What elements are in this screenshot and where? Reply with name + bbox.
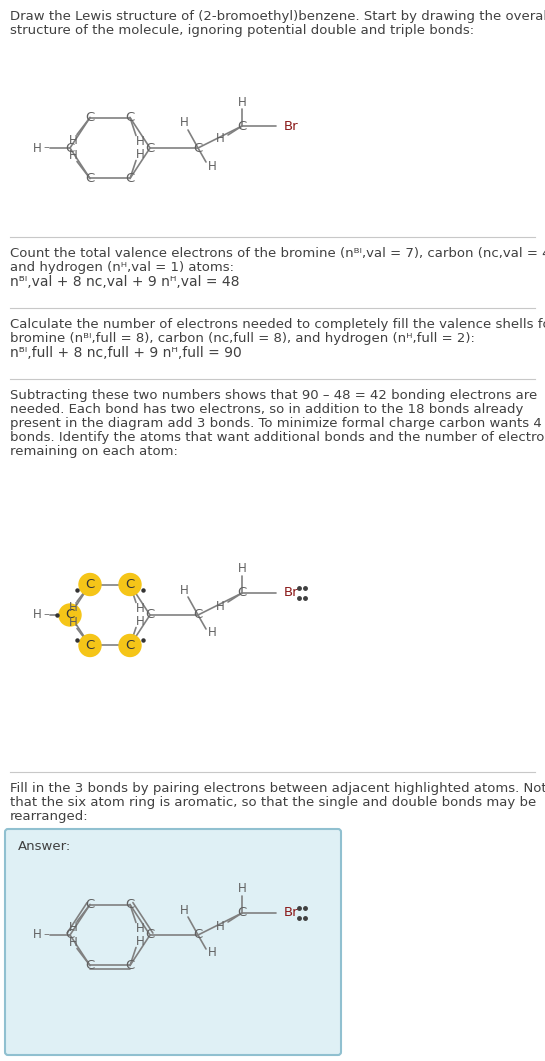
Text: H: H xyxy=(136,602,144,615)
Text: C: C xyxy=(193,928,203,941)
Text: C: C xyxy=(65,141,75,155)
Text: C: C xyxy=(86,639,95,651)
Text: H: H xyxy=(69,936,77,949)
Circle shape xyxy=(79,574,101,595)
Circle shape xyxy=(59,604,81,626)
Text: –: – xyxy=(43,609,49,622)
Text: H: H xyxy=(33,609,41,622)
Text: –: – xyxy=(43,928,49,941)
Text: C: C xyxy=(125,959,135,972)
Text: nᴮᴵ,full + 8 nᴄ,full + 9 nᴴ,full = 90: nᴮᴵ,full + 8 nᴄ,full + 9 nᴴ,full = 90 xyxy=(10,346,242,360)
Text: C: C xyxy=(193,609,203,622)
Text: C: C xyxy=(86,898,95,911)
Text: H: H xyxy=(69,149,77,162)
Text: H: H xyxy=(136,135,144,149)
Text: H: H xyxy=(238,562,246,575)
Text: Calculate the number of electrons needed to completely fill the valence shells f: Calculate the number of electrons needed… xyxy=(10,318,545,331)
Text: H: H xyxy=(69,601,77,614)
Text: Draw the Lewis structure of (2-bromoethyl)benzene. Start by drawing the overall: Draw the Lewis structure of (2-bromoethy… xyxy=(10,10,545,23)
Text: Count the total valence electrons of the bromine (nᴮᴵ,val = 7), carbon (nᴄ,val =: Count the total valence electrons of the… xyxy=(10,247,545,260)
Text: needed. Each bond has two electrons, so in addition to the 18 bonds already: needed. Each bond has two electrons, so … xyxy=(10,403,523,416)
Text: –: – xyxy=(43,141,49,155)
Text: H: H xyxy=(136,147,144,161)
Text: H: H xyxy=(33,141,41,155)
Text: H: H xyxy=(208,626,216,640)
Text: C: C xyxy=(86,578,95,591)
Circle shape xyxy=(79,634,101,657)
Text: H: H xyxy=(180,584,189,596)
Text: C: C xyxy=(125,111,135,124)
Text: and hydrogen (nᴴ,val = 1) atoms:: and hydrogen (nᴴ,val = 1) atoms: xyxy=(10,261,234,274)
Text: C: C xyxy=(146,928,155,941)
Text: H: H xyxy=(69,134,77,147)
Text: C: C xyxy=(125,172,135,185)
Text: C: C xyxy=(146,141,155,155)
Text: C: C xyxy=(193,141,203,155)
Text: Subtracting these two numbers shows that 90 – 48 = 42 bonding electrons are: Subtracting these two numbers shows that… xyxy=(10,389,537,402)
Text: C: C xyxy=(238,587,247,599)
Text: H: H xyxy=(33,928,41,941)
Text: C: C xyxy=(86,172,95,185)
Text: H: H xyxy=(238,95,246,108)
Text: Fill in the 3 bonds by pairing electrons between adjacent highlighted atoms. Not: Fill in the 3 bonds by pairing electrons… xyxy=(10,782,545,795)
Text: nᴮᴵ,val + 8 nᴄ,val + 9 nᴴ,val = 48: nᴮᴵ,val + 8 nᴄ,val + 9 nᴴ,val = 48 xyxy=(10,275,239,289)
Text: remaining on each atom:: remaining on each atom: xyxy=(10,445,178,458)
Text: bromine (nᴮᴵ,full = 8), carbon (nᴄ,full = 8), and hydrogen (nᴴ,full = 2):: bromine (nᴮᴵ,full = 8), carbon (nᴄ,full … xyxy=(10,332,475,345)
Text: C: C xyxy=(86,111,95,124)
Text: C: C xyxy=(65,928,75,941)
Text: Answer:: Answer: xyxy=(18,840,71,853)
Text: C: C xyxy=(238,120,247,133)
Text: C: C xyxy=(125,639,135,651)
Text: H: H xyxy=(216,599,225,612)
Text: C: C xyxy=(86,959,95,972)
Text: structure of the molecule, ignoring potential double and triple bonds:: structure of the molecule, ignoring pote… xyxy=(10,24,474,37)
Text: Br: Br xyxy=(284,120,299,133)
Text: Br: Br xyxy=(284,587,299,599)
Text: bonds. Identify the atoms that want additional bonds and the number of electrons: bonds. Identify the atoms that want addi… xyxy=(10,431,545,443)
Text: Br: Br xyxy=(284,906,299,920)
FancyBboxPatch shape xyxy=(5,829,341,1055)
Text: H: H xyxy=(208,159,216,173)
Text: H: H xyxy=(216,133,225,145)
Text: H: H xyxy=(69,921,77,934)
Text: C: C xyxy=(146,609,155,622)
Text: C: C xyxy=(238,906,247,920)
Text: H: H xyxy=(136,935,144,947)
Text: C: C xyxy=(65,609,75,622)
Circle shape xyxy=(119,574,141,595)
Text: H: H xyxy=(69,616,77,629)
Circle shape xyxy=(119,634,141,657)
Text: H: H xyxy=(136,922,144,935)
Text: C: C xyxy=(125,578,135,591)
Text: rearranged:: rearranged: xyxy=(10,810,89,823)
Text: C: C xyxy=(125,898,135,911)
Text: present in the diagram add 3 bonds. To minimize formal charge carbon wants 4: present in the diagram add 3 bonds. To m… xyxy=(10,417,542,430)
Text: H: H xyxy=(216,920,225,933)
Text: H: H xyxy=(180,117,189,129)
Text: H: H xyxy=(238,883,246,895)
Text: H: H xyxy=(180,904,189,917)
Text: H: H xyxy=(208,946,216,959)
Text: H: H xyxy=(136,615,144,628)
Text: that the six atom ring is aromatic, so that the single and double bonds may be: that the six atom ring is aromatic, so t… xyxy=(10,796,536,808)
